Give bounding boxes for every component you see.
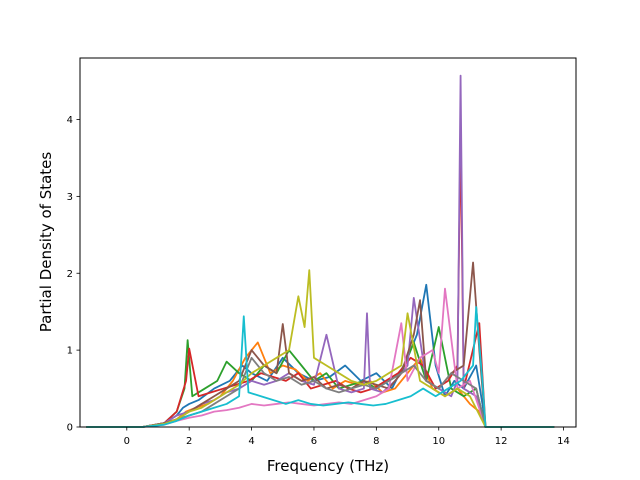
series-line-7 bbox=[86, 287, 555, 428]
y-tick-label: 4 bbox=[67, 115, 73, 126]
x-tick-label: 8 bbox=[373, 436, 379, 447]
x-tick-label: 4 bbox=[248, 436, 254, 447]
y-axis-ticks: 0 1 2 3 4 bbox=[67, 115, 80, 434]
plot-frame bbox=[79, 57, 577, 428]
x-tick-label: 10 bbox=[432, 436, 445, 447]
series-line-9 bbox=[86, 269, 555, 428]
x-tick-label: 14 bbox=[557, 436, 570, 447]
x-tick-label: 0 bbox=[124, 436, 130, 447]
x-axis-ticks: 0 2 4 6 8 10 12 14 bbox=[124, 427, 570, 447]
series-line-10 bbox=[86, 306, 555, 428]
x-axis-label: Frequency (THz) bbox=[267, 457, 389, 475]
x-tick-label: 2 bbox=[186, 436, 192, 447]
y-axis-label: Partial Density of States bbox=[37, 152, 55, 333]
y-tick-label: 1 bbox=[67, 346, 73, 357]
y-tick-label: 2 bbox=[67, 269, 73, 280]
x-tick-label: 6 bbox=[311, 436, 317, 447]
x-tick-label: 12 bbox=[495, 436, 508, 447]
y-tick-label: 0 bbox=[67, 423, 73, 434]
y-tick-label: 3 bbox=[67, 192, 73, 203]
series-layer bbox=[86, 74, 555, 428]
